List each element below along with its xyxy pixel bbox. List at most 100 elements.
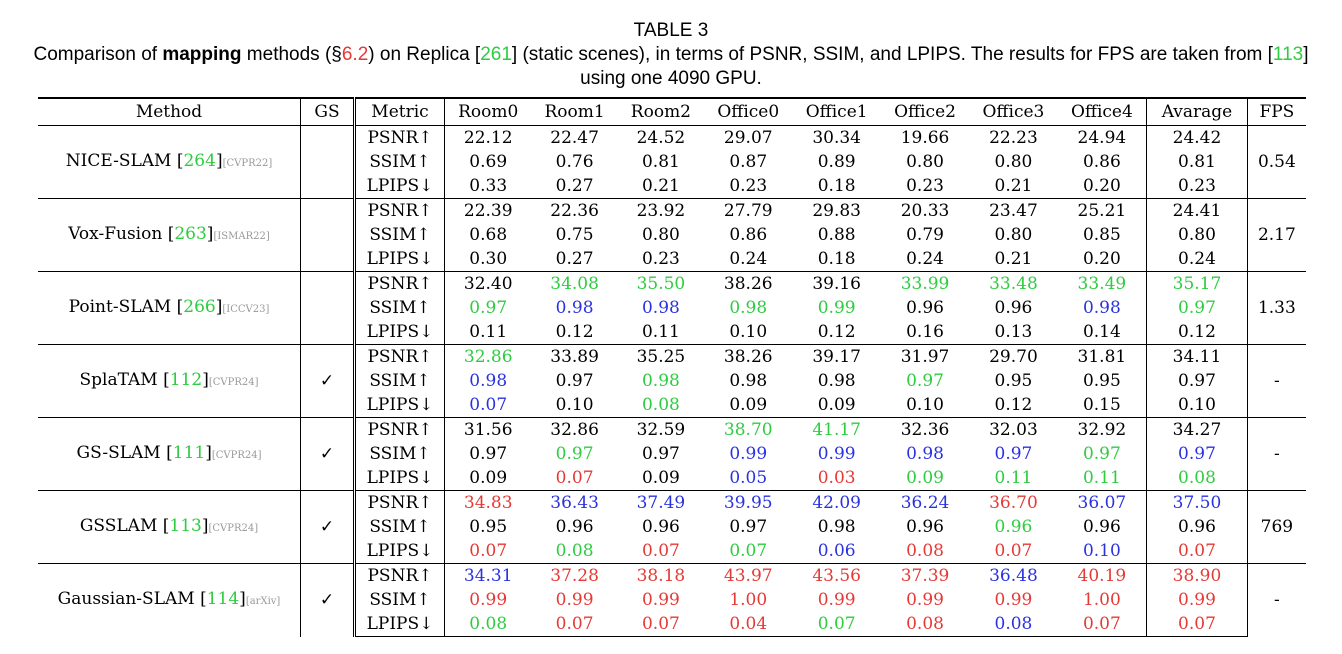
- citation-link[interactable]: 113: [169, 515, 202, 536]
- value-cell: 0.33: [469, 176, 508, 196]
- method-cell: SplaTAM [112][CVPR24]: [38, 344, 301, 418]
- value-cell: 0.09: [817, 395, 856, 415]
- value-cell: 39.17: [792, 344, 881, 369]
- citation-link[interactable]: 112: [169, 369, 203, 390]
- check-icon: ✓: [300, 417, 356, 491]
- value-cell: 31.81: [1057, 344, 1148, 369]
- method-cell: NICE-SLAM [264][CVPR22]: [38, 125, 301, 199]
- value-cell: 36.43: [531, 490, 618, 515]
- fps-value: -: [1247, 417, 1306, 491]
- value-cell: 0.15: [1057, 393, 1148, 418]
- value-cell: 0.06: [817, 541, 856, 561]
- value-cell: 24.52: [617, 125, 705, 150]
- value-cell: 0.07: [994, 541, 1033, 561]
- value-cell: 0.21: [994, 176, 1033, 196]
- citation-link[interactable]: 261: [480, 44, 512, 65]
- value-cell: 38.18: [617, 563, 705, 588]
- metric-label: LPIPS↓: [354, 539, 445, 564]
- metric-label: SSIM↑: [354, 442, 445, 466]
- average-value: 0.97: [1146, 369, 1248, 393]
- value-cell: 0.04: [704, 612, 793, 637]
- value-cell: 32.86: [531, 417, 618, 442]
- venue-tag: [ICCV23]: [222, 303, 270, 315]
- value-cell: 0.99: [555, 590, 594, 610]
- average-value: 0.23: [1146, 174, 1248, 199]
- average-value: 0.24: [1146, 247, 1248, 272]
- value-cell: 1.00: [1057, 588, 1148, 612]
- value-cell: 30.34: [792, 125, 881, 150]
- value-cell: 0.98: [729, 371, 768, 391]
- value-cell: 0.09: [469, 468, 508, 488]
- table-caption: Comparison of mapping methods (§6.2) on …: [10, 43, 1332, 91]
- method-name: Gaussian-SLAM: [57, 588, 195, 609]
- value-cell: 0.80: [994, 152, 1033, 172]
- metric-label: PSNR↑: [354, 271, 445, 296]
- method-name: GSSLAM: [79, 515, 158, 536]
- caption-text: methods (§: [241, 44, 342, 65]
- value-cell: 0.99: [994, 590, 1033, 610]
- value-cell: 0.87: [729, 152, 768, 172]
- value-cell: 29.70: [969, 344, 1058, 369]
- value-cell: 0.12: [817, 322, 856, 342]
- table-row: Point-SLAM [266][ICCV23] PSNR↑ 32.40 34.08 3…: [38, 271, 1306, 345]
- value-cell: 0.03: [817, 468, 856, 488]
- citation-link[interactable]: 266: [183, 296, 216, 317]
- value-cell: 0.97: [469, 444, 508, 464]
- metric-label: PSNR↑: [354, 563, 445, 588]
- check-icon: ✓: [300, 344, 356, 418]
- value-cell: 0.88: [817, 225, 856, 245]
- value-cell: 32.36: [880, 417, 970, 442]
- value-cell: 0.97: [555, 371, 594, 391]
- average-value: 0.07: [1146, 539, 1248, 564]
- value-cell: 0.08: [906, 541, 944, 561]
- value-cell: 0.97: [1057, 442, 1148, 466]
- value-cell: 0.98: [555, 298, 594, 318]
- venue-tag: [CVPR24]: [208, 376, 259, 388]
- header-method: Method: [38, 97, 301, 126]
- method-name: GS-SLAM: [76, 442, 161, 463]
- value-cell: 39.16: [792, 271, 881, 296]
- citation-link[interactable]: 113: [1272, 44, 1304, 65]
- value-cell: 32.86: [444, 344, 532, 369]
- metric-label: SSIM↑: [354, 223, 445, 247]
- header-metric: Metric: [354, 97, 445, 126]
- citation-link[interactable]: 111: [172, 442, 206, 463]
- value-cell: 34.31: [444, 563, 532, 588]
- value-cell: 36.07: [1057, 490, 1148, 515]
- value-cell: 0.07: [469, 541, 508, 561]
- value-cell: 33.89: [531, 344, 618, 369]
- value-cell: 36.70: [969, 490, 1058, 515]
- bracket: ]: [202, 369, 209, 390]
- value-cell: 0.79: [906, 225, 944, 245]
- method-name: Vox-Fusion: [68, 223, 163, 244]
- section-link[interactable]: 6.2: [341, 44, 369, 65]
- value-cell: 40.19: [1057, 563, 1148, 588]
- table-row: Gaussian-SLAM [114][arXiv] ✓ PSNR↑ 34.31 37.…: [38, 563, 1306, 637]
- fps-value: 0.54: [1247, 125, 1306, 199]
- value-cell: 0.98: [641, 298, 680, 318]
- value-cell: 34.08: [531, 271, 618, 296]
- citation-link[interactable]: 264: [183, 150, 216, 171]
- citation-link[interactable]: 114: [206, 588, 240, 609]
- value-cell: 36.48: [969, 563, 1058, 588]
- average-value: 0.08: [1146, 466, 1248, 491]
- average-value: 0.97: [1146, 296, 1248, 320]
- value-cell: 0.20: [1057, 247, 1148, 272]
- value-cell: 32.92: [1057, 417, 1148, 442]
- table-row: LPIPS↓ 0.08 0.07 0.07 0.04 0.07 0.08 0.08 0.07 0.…: [38, 612, 1306, 637]
- value-cell: 29.07: [704, 125, 793, 150]
- value-cell: 0.24: [729, 249, 768, 269]
- bracket: [: [157, 369, 170, 390]
- metric-label: SSIM↑: [354, 515, 445, 539]
- bracket: ]: [239, 588, 246, 609]
- value-cell: 0.07: [641, 541, 680, 561]
- table-row: LPIPS↓ 0.07 0.08 0.07 0.07 0.06 0.08 0.07 0.10 0.…: [38, 539, 1306, 564]
- value-cell: 23.92: [617, 198, 705, 223]
- value-cell: 0.95: [1057, 369, 1148, 393]
- header-office2: Office2: [880, 97, 970, 126]
- average-value: 24.42: [1146, 125, 1248, 150]
- value-cell: 0.98: [817, 371, 856, 391]
- value-cell: 0.10: [1057, 539, 1148, 564]
- value-cell: 0.80: [906, 152, 944, 172]
- citation-link[interactable]: 263: [174, 223, 207, 244]
